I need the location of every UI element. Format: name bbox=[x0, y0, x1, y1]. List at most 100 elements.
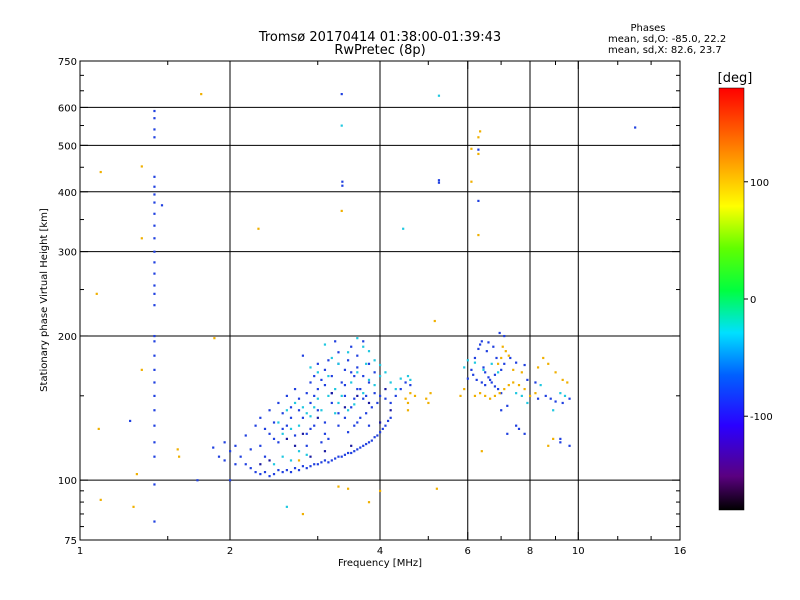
data-point bbox=[337, 455, 340, 458]
data-point bbox=[309, 465, 312, 468]
data-point bbox=[153, 261, 156, 264]
data-point bbox=[350, 371, 353, 374]
data-point bbox=[500, 392, 503, 395]
data-point bbox=[330, 401, 333, 405]
data-point bbox=[259, 473, 262, 476]
data-point bbox=[313, 463, 316, 466]
data-point bbox=[320, 461, 323, 464]
data-point bbox=[297, 409, 301, 412]
data-point bbox=[327, 359, 330, 362]
data-point bbox=[379, 363, 382, 367]
data-point bbox=[356, 421, 359, 424]
data-point bbox=[305, 432, 308, 435]
data-point bbox=[409, 392, 412, 395]
data-point bbox=[277, 401, 280, 405]
data-point bbox=[177, 455, 181, 458]
data-point bbox=[367, 501, 371, 504]
x-axis-label: Frequency [MHz] bbox=[338, 558, 422, 569]
data-point bbox=[356, 387, 359, 391]
data-point bbox=[490, 362, 493, 365]
data-point bbox=[496, 387, 500, 391]
data-point bbox=[489, 397, 492, 400]
data-point bbox=[277, 441, 280, 444]
data-point bbox=[373, 392, 376, 395]
data-point bbox=[406, 401, 410, 405]
data-point bbox=[437, 179, 441, 182]
data-point bbox=[529, 394, 532, 398]
data-point bbox=[370, 406, 373, 409]
data-point bbox=[293, 467, 297, 470]
data-point bbox=[559, 437, 562, 440]
data-point bbox=[346, 351, 350, 354]
data-point bbox=[554, 371, 557, 374]
data-point bbox=[309, 401, 312, 405]
data-point bbox=[254, 470, 257, 474]
stats-heading: Phases bbox=[630, 23, 665, 34]
data-point bbox=[268, 409, 271, 412]
data-point bbox=[346, 451, 350, 455]
data-point bbox=[223, 459, 226, 462]
data-point bbox=[343, 416, 347, 419]
data-point bbox=[437, 181, 441, 184]
data-point bbox=[498, 331, 501, 335]
data-point bbox=[293, 387, 297, 391]
data-point bbox=[327, 437, 330, 440]
data-point bbox=[330, 459, 333, 462]
data-point bbox=[362, 374, 365, 378]
data-point bbox=[268, 432, 271, 435]
data-point bbox=[356, 371, 359, 374]
data-point bbox=[466, 359, 469, 362]
data-point bbox=[289, 459, 293, 462]
data-point bbox=[470, 180, 473, 183]
data-point bbox=[373, 436, 376, 439]
data-point bbox=[343, 383, 347, 387]
data-point bbox=[496, 371, 500, 374]
data-point bbox=[297, 424, 301, 427]
data-point bbox=[517, 383, 521, 387]
data-point bbox=[473, 394, 477, 398]
data-point bbox=[153, 394, 156, 398]
data-point bbox=[340, 455, 343, 458]
data-point bbox=[285, 424, 288, 427]
colorbar-label: [deg] bbox=[718, 71, 753, 86]
data-point bbox=[367, 441, 371, 444]
data-point bbox=[309, 366, 312, 369]
data-point bbox=[153, 340, 156, 343]
data-point bbox=[482, 366, 485, 369]
data-point bbox=[566, 381, 569, 384]
data-point bbox=[129, 419, 132, 423]
data-point bbox=[429, 392, 432, 395]
data-point bbox=[153, 409, 156, 412]
data-point bbox=[316, 371, 319, 374]
data-point bbox=[305, 392, 308, 395]
data-point bbox=[297, 469, 301, 472]
data-point bbox=[140, 165, 143, 168]
data-point bbox=[379, 431, 382, 434]
data-point bbox=[268, 475, 271, 478]
data-point bbox=[289, 427, 293, 431]
data-point bbox=[346, 431, 350, 434]
data-point bbox=[340, 92, 343, 96]
data-point bbox=[367, 350, 371, 353]
data-point bbox=[384, 397, 387, 400]
data-point bbox=[320, 378, 323, 381]
data-point bbox=[520, 394, 523, 398]
data-point bbox=[323, 383, 327, 387]
data-point bbox=[327, 374, 330, 378]
data-point bbox=[313, 406, 316, 409]
data-point bbox=[477, 199, 480, 203]
x-tick-label: 16 bbox=[674, 546, 687, 557]
data-point bbox=[493, 385, 497, 388]
data-point bbox=[504, 350, 507, 353]
data-point bbox=[470, 147, 473, 150]
data-point bbox=[229, 479, 232, 482]
data-point bbox=[520, 371, 523, 374]
data-point bbox=[362, 444, 365, 447]
data-point bbox=[327, 394, 330, 398]
data-point bbox=[470, 368, 473, 371]
data-point bbox=[384, 371, 387, 374]
data-point bbox=[568, 397, 571, 400]
data-point bbox=[356, 354, 359, 357]
data-point bbox=[305, 453, 308, 456]
data-point bbox=[379, 374, 382, 378]
